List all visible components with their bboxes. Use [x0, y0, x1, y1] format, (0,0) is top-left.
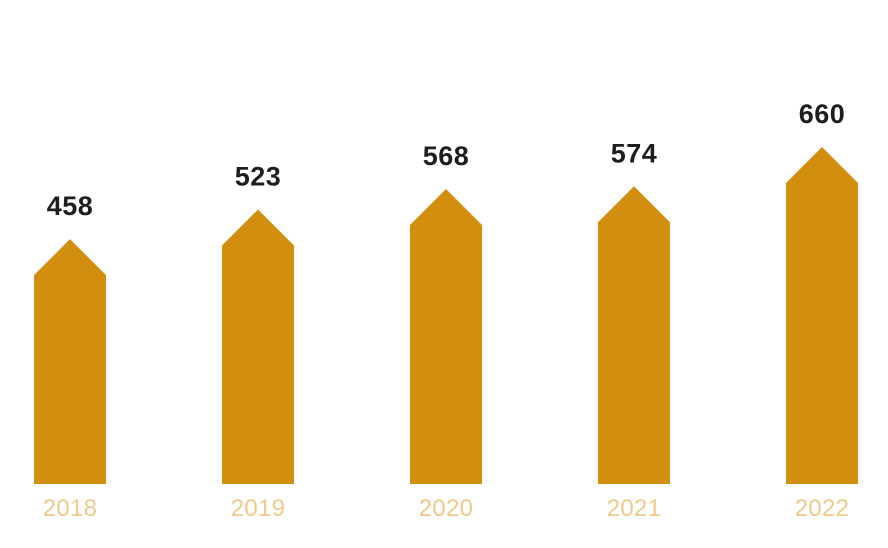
x-axis-tick-labels: 2018 2019 2020 2021 2022	[43, 495, 850, 522]
value-label-2020: 568	[423, 141, 470, 171]
bar-2021	[598, 186, 670, 485]
x-tick-label-2022: 2022	[795, 495, 850, 522]
value-label-2022: 660	[799, 99, 846, 129]
bar-2019	[222, 209, 294, 484]
value-labels-group: 458 523 568 574 660	[47, 99, 846, 221]
x-tick-label-2018: 2018	[43, 495, 98, 522]
x-tick-label-2020: 2020	[419, 495, 474, 522]
value-label-2018: 458	[47, 191, 94, 221]
bars-group	[34, 147, 858, 485]
value-label-2021: 574	[611, 138, 658, 168]
bar-2020	[410, 188, 482, 484]
bar-2022	[786, 147, 858, 485]
x-tick-label-2021: 2021	[607, 495, 662, 522]
x-tick-label-2019: 2019	[231, 495, 286, 522]
bar-2018	[34, 239, 106, 484]
value-label-2019: 523	[235, 162, 282, 192]
